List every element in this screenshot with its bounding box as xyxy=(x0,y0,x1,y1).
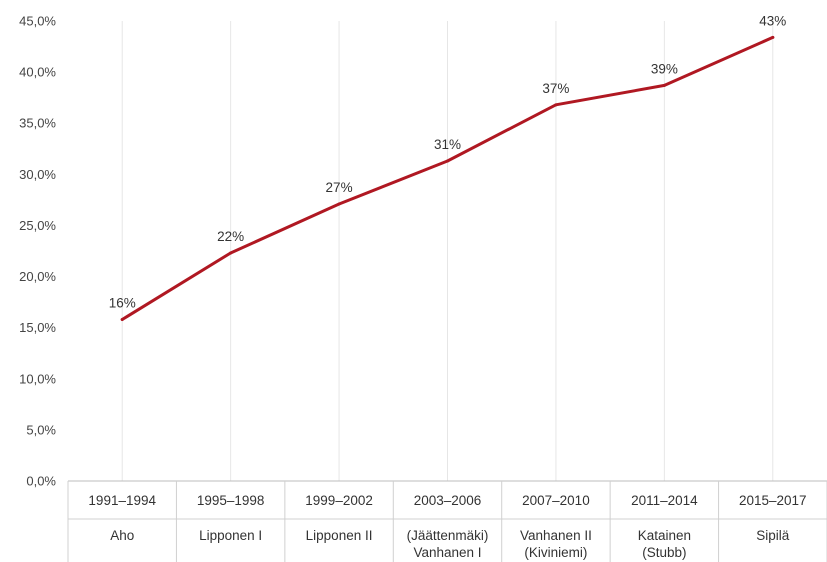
government-label: Aho xyxy=(110,528,134,543)
vertical-gridlines xyxy=(121,21,774,481)
government-label: (Jäättenmäki) xyxy=(407,528,489,543)
period-label: 2015–2017 xyxy=(739,493,807,508)
government-label: (Kiviniemi) xyxy=(524,545,587,560)
category-table: 1991–1994 Aho 1995–1998 Lipponen I 1999–2002… xyxy=(67,480,827,562)
y-tick-label: 45,0% xyxy=(19,14,56,29)
data-point xyxy=(120,317,124,321)
y-tick-label: 35,0% xyxy=(19,116,56,131)
period-label: 2007–2010 xyxy=(522,493,590,508)
government-label: Katainen xyxy=(638,528,691,543)
government-label: (Stubb) xyxy=(642,545,686,560)
period-label: 1995–1998 xyxy=(197,493,265,508)
period-label: 2011–2014 xyxy=(631,493,698,508)
data-labels: 16% 22% 27% 31% 37% 39% 43% xyxy=(109,13,787,310)
y-axis: 0,0% 5,0% 10,0% 15,0% 20,0% 25,0% 30,0% 35,0% 40… xyxy=(19,14,56,489)
data-label: 16% xyxy=(109,295,136,310)
y-tick-label: 10,0% xyxy=(19,371,56,386)
period-label: 2003–2006 xyxy=(414,493,482,508)
data-point xyxy=(771,35,775,39)
data-point xyxy=(662,83,666,87)
data-label: 39% xyxy=(651,61,678,76)
y-tick-label: 0,0% xyxy=(26,474,56,489)
government-label: Vanhanen I xyxy=(413,545,481,560)
y-tick-label: 25,0% xyxy=(19,218,56,233)
y-tick-label: 20,0% xyxy=(19,269,56,284)
data-point xyxy=(337,202,341,206)
y-tick-label: 40,0% xyxy=(19,65,56,80)
period-label: 1999–2002 xyxy=(305,493,373,508)
government-label: Lipponen I xyxy=(199,528,262,543)
y-tick-label: 15,0% xyxy=(19,320,56,335)
data-label: 22% xyxy=(217,229,244,244)
data-point xyxy=(446,159,449,163)
y-tick-label: 5,0% xyxy=(26,422,56,437)
government-label: Lipponen II xyxy=(306,528,373,543)
y-tick-label: 30,0% xyxy=(19,167,56,182)
data-point xyxy=(554,103,558,107)
data-label: 27% xyxy=(326,180,353,195)
data-label: 43% xyxy=(759,13,786,28)
government-label: Sipilä xyxy=(756,528,790,543)
data-point xyxy=(229,251,233,255)
period-label: 1991–1994 xyxy=(88,493,156,508)
data-label: 31% xyxy=(434,137,461,152)
data-label: 37% xyxy=(542,81,569,96)
government-label: Vanhanen II xyxy=(520,528,592,543)
series-lines xyxy=(120,35,775,321)
